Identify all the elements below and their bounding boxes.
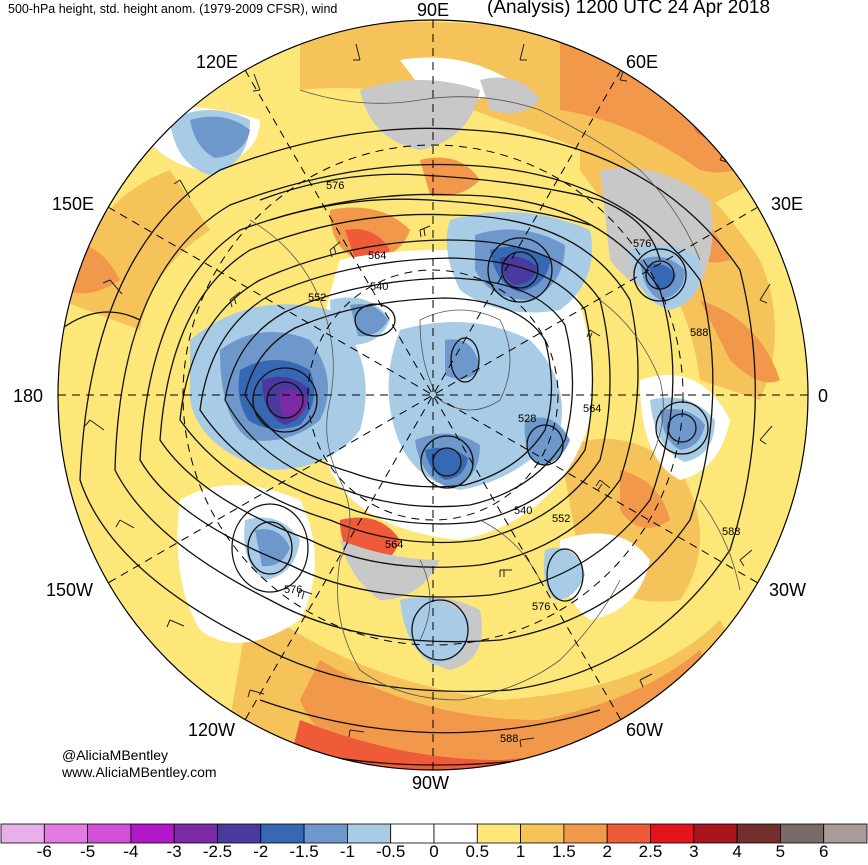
colorbar-tick-label: 2: [602, 842, 612, 861]
lon-label-30w: 30W: [769, 580, 807, 600]
colorbar-tick-label: -2: [253, 842, 269, 861]
lon-label-120w: 120W: [188, 720, 236, 740]
colorbar-tick-label: -0.5: [376, 842, 406, 861]
colorbar-swatch: [780, 823, 825, 844]
contour-label: 576: [633, 238, 651, 250]
contour-labels: 576 564 540 552 576 588 564 528 540 552 …: [284, 180, 740, 745]
colorbar-swatch: [87, 823, 132, 844]
colorbar: [0, 823, 868, 844]
lon-label-60w: 60W: [626, 720, 664, 740]
colorbar-tick-label: 3: [689, 842, 699, 861]
colorbar-swatch: [217, 823, 262, 844]
colorbar-swatch: [736, 823, 781, 844]
colorbar-swatch: [476, 823, 521, 844]
colorbar-swatch: [520, 823, 565, 844]
contour-label: 528: [518, 413, 536, 425]
colorbar-swatch: [563, 823, 608, 844]
lon-label-90w: 90W: [412, 773, 450, 793]
colorbar-tick-label: 0: [429, 842, 439, 861]
contour-label: 588: [690, 327, 708, 339]
contour-label: 552: [308, 292, 326, 304]
colorbar-tick-label: 1.5: [552, 842, 576, 861]
colorbar-swatch: [43, 823, 88, 844]
colorbar-tick-label: -3: [166, 842, 182, 861]
colorbar-tick-label: 1: [515, 842, 526, 861]
lon-label-30e: 30E: [771, 194, 804, 214]
lon-label-150w: 150W: [46, 580, 94, 600]
colorbar-swatch: [390, 823, 435, 844]
neg-core: [279, 390, 308, 420]
map-title: 500-hPa height, std. height anom. (1979-…: [8, 2, 338, 16]
contour-label: 564: [583, 403, 601, 415]
colorbar-swatch: [650, 823, 695, 844]
colorbar-tick-label: -1.5: [289, 842, 319, 861]
credit-handle: @AliciaMBentley: [62, 747, 169, 763]
contour-label: 576: [284, 584, 302, 596]
lon-label-120e: 120E: [196, 52, 239, 72]
colorbar-swatch: [823, 823, 868, 844]
lon-label-0: 0: [818, 386, 829, 406]
colorbar-swatch: [173, 823, 218, 844]
contour-label: 588: [722, 526, 740, 538]
contour-label: 564: [385, 539, 403, 551]
colorbar-swatch: [303, 823, 348, 844]
colorbar-tick-label: 5: [775, 842, 786, 861]
contour-label: 576: [532, 601, 550, 613]
colorbar-tick-label: -6: [36, 842, 52, 861]
contour-label: 588: [500, 733, 518, 745]
lon-label-180: 180: [13, 386, 44, 406]
colorbar-tick-label: 2.5: [638, 842, 663, 861]
colorbar-tick-label: -5: [80, 842, 96, 861]
colorbar-swatch: [260, 823, 305, 844]
contour-label: 540: [514, 505, 532, 517]
colorbar-tick-label: 0.5: [465, 842, 490, 861]
colorbar-tick-label: -2.5: [202, 842, 233, 861]
graticule: [58, 20, 808, 770]
colorbar-swatch: [433, 823, 478, 844]
colorbar-swatch: [130, 823, 175, 844]
contour-label: 540: [370, 281, 388, 293]
colorbar-tick-label: 4: [732, 842, 742, 861]
colorbar-swatch: [606, 823, 651, 844]
colorbar-swatch: [693, 823, 738, 844]
contour-label: 564: [368, 250, 386, 262]
valid-time: (Analysis) 1200 UTC 24 Apr 2018: [487, 0, 771, 18]
colorbar-swatch: [346, 823, 392, 844]
colorbar-tick-label: 6: [818, 842, 829, 861]
colorbar-tick-label: -4: [123, 842, 139, 861]
colorbar-tick-label: -1: [339, 842, 355, 861]
contour-label: 552: [552, 513, 570, 525]
colorbar-swatch: [0, 823, 45, 844]
map-border: [57, 19, 809, 771]
height-contours: [59, 127, 756, 766]
lon-label-90e: 90E: [417, 0, 450, 20]
contour-label: 576: [326, 180, 344, 192]
credit-website: www.AliciaMBentley.com: [62, 764, 217, 780]
lon-label-60e: 60E: [626, 52, 659, 72]
lon-label-150e: 150E: [52, 194, 95, 214]
